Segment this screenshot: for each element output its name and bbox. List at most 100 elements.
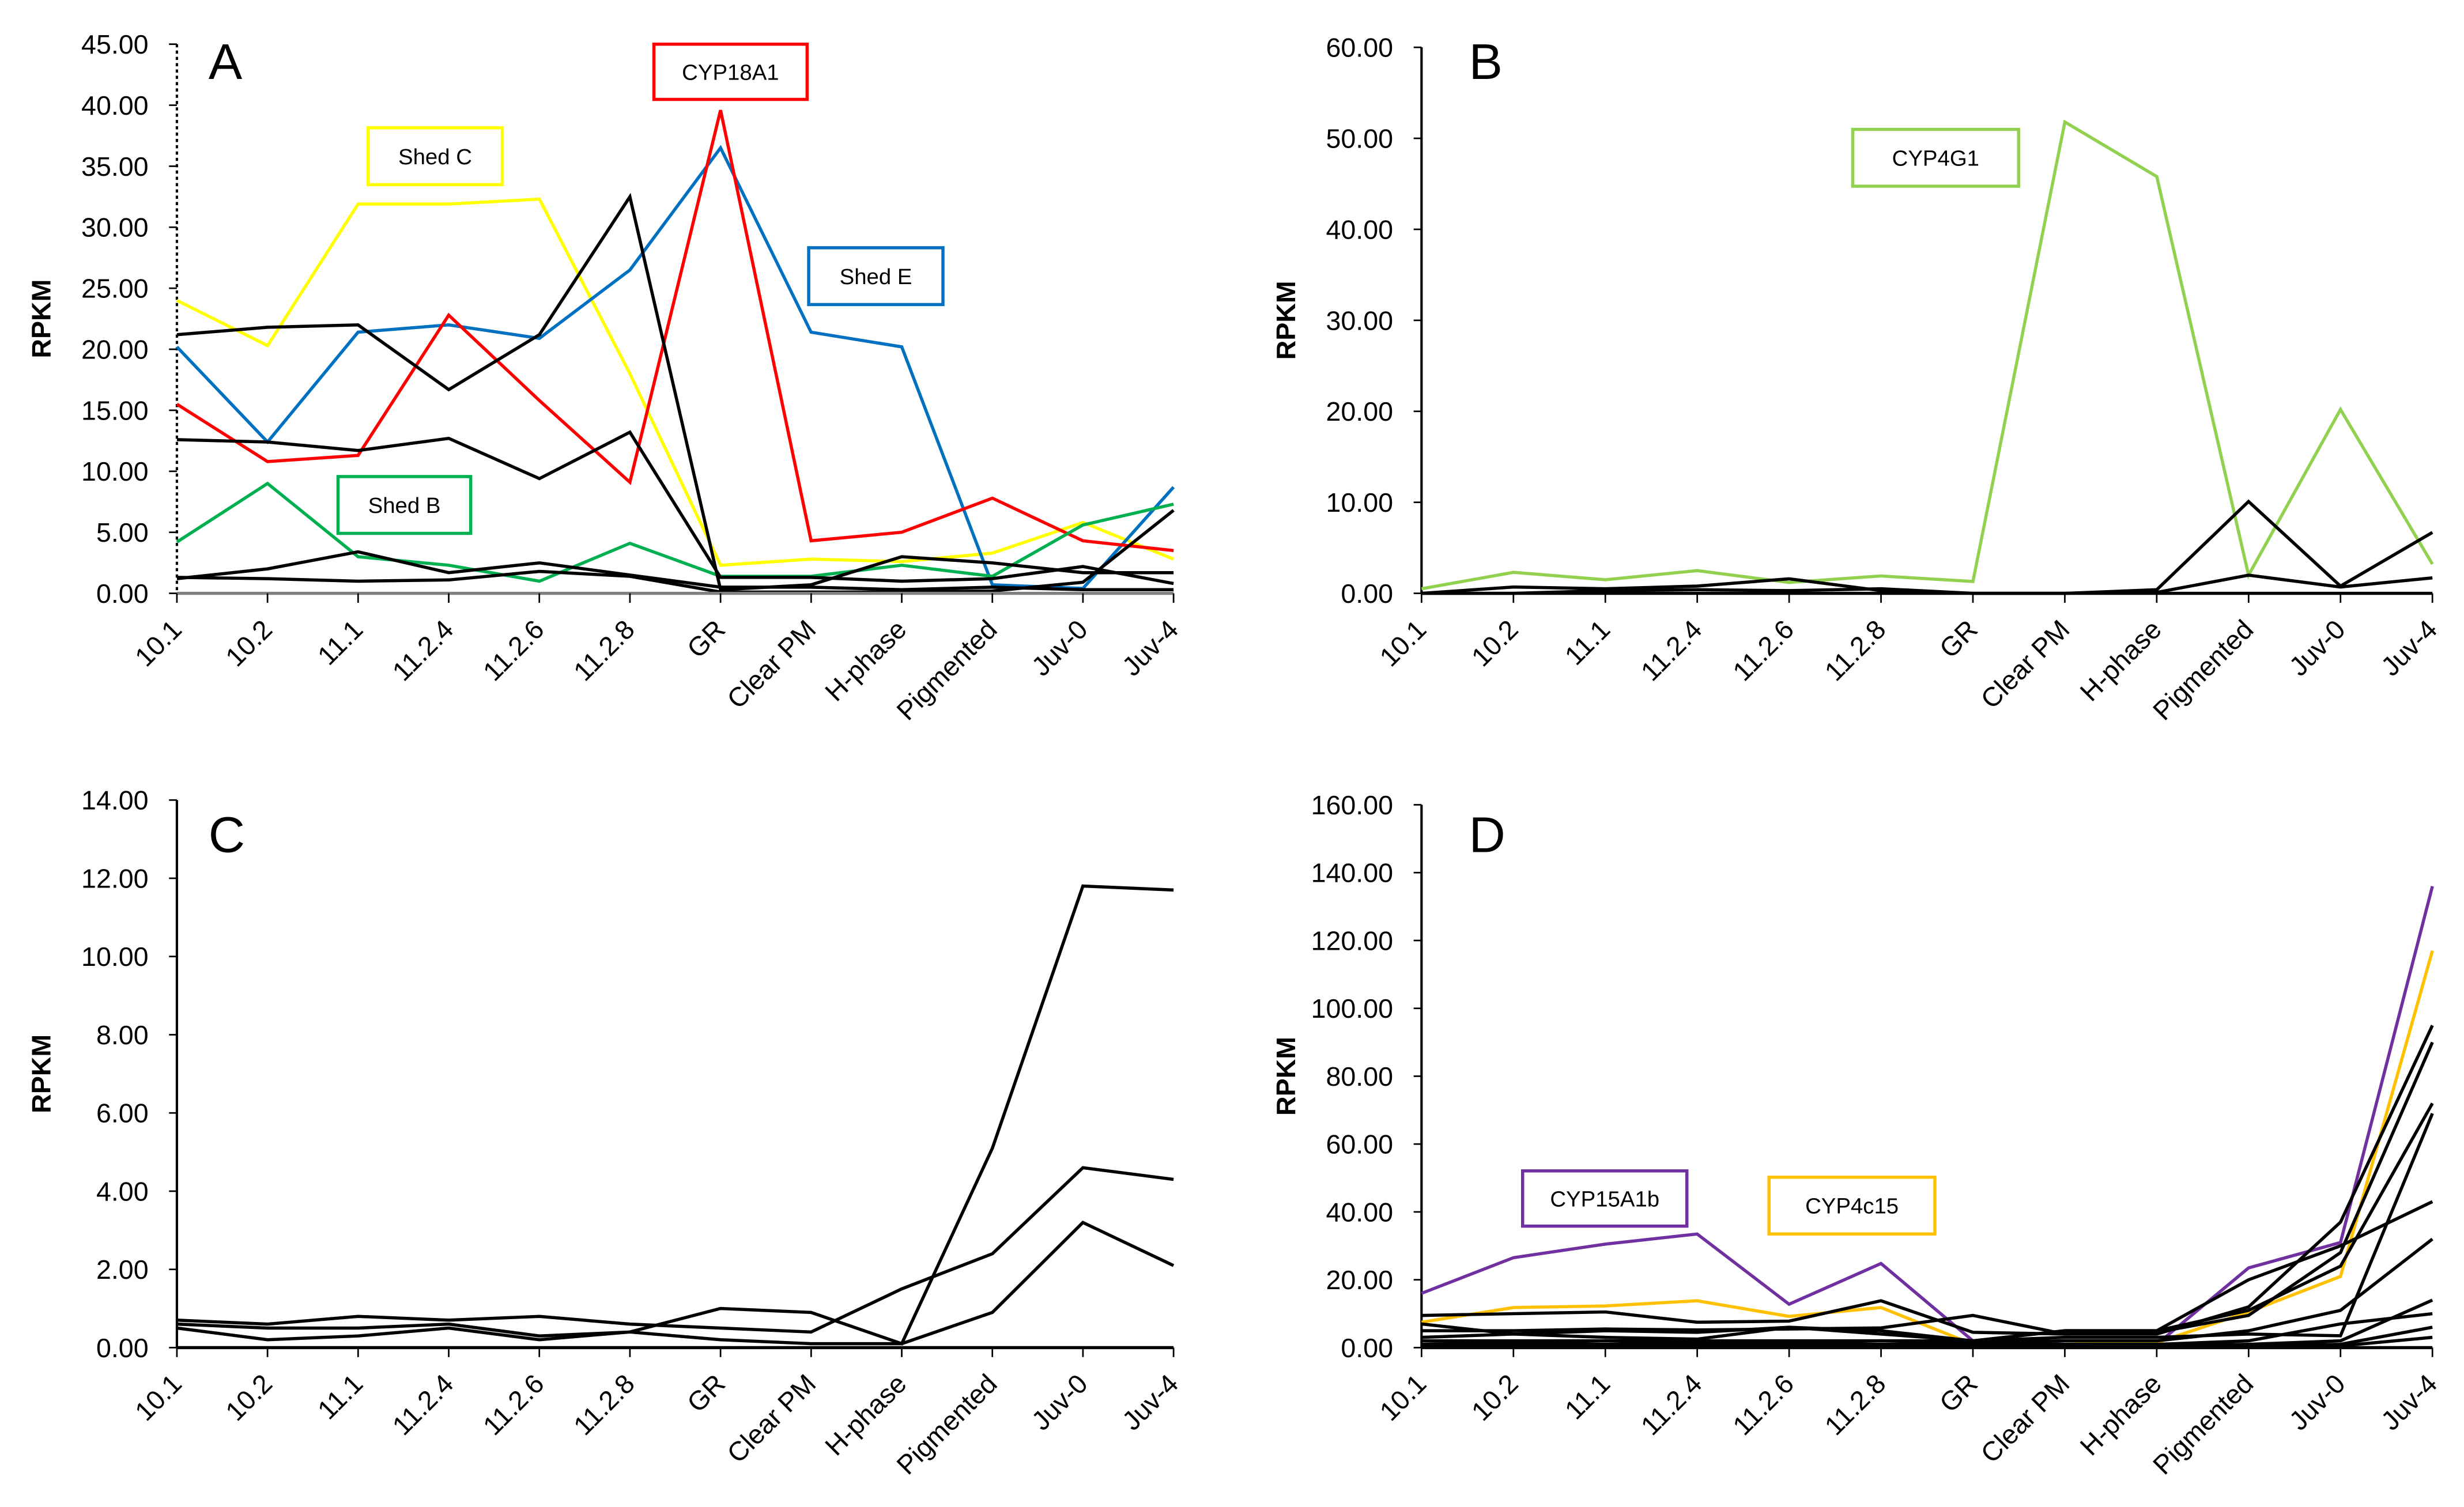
x-tick-label: Juv-0 [2283, 614, 2350, 682]
series-annotation-box [1851, 127, 2020, 188]
x-tick-label: 11.2.8 [568, 1368, 640, 1441]
y-tick-label: 8.00 [96, 1020, 149, 1050]
series-line-shed-b [176, 481, 1174, 583]
y-tick-label: 10.00 [81, 456, 149, 486]
series-annotation-box [652, 42, 809, 101]
y-tick-label: 6.00 [96, 1098, 149, 1128]
series-annotation-box [807, 246, 945, 307]
x-tick-label: Juv-4 [1116, 1368, 1184, 1436]
y-tick-label: 0.00 [96, 579, 149, 609]
series-annotation-label: CYP4G1 [1892, 146, 1979, 171]
series-line [1421, 1025, 2434, 1336]
series-line [1421, 1237, 2433, 1346]
y-tick-label: 80.00 [1326, 1062, 1393, 1091]
x-tick-label: 10.2 [220, 1368, 278, 1426]
y-axis-label: RPKM [27, 280, 56, 358]
x-tick-label: H-phase [2074, 614, 2167, 707]
y-tick-label: 120.00 [1311, 926, 1393, 955]
y-tick-label: 20.00 [81, 335, 149, 365]
y-tick-label: 40.00 [1326, 1197, 1393, 1227]
y-tick-label: 4.00 [96, 1176, 149, 1206]
series-line-cyp15a1b [1421, 886, 2434, 1346]
series-line [176, 550, 1174, 592]
x-tick-label: 11.1 [1559, 1368, 1616, 1425]
series-annotation-box [336, 475, 473, 535]
x-tick-label: H-phase [2074, 1368, 2167, 1461]
x-tick-label: H-phase [819, 614, 912, 707]
series-line-shed-c [176, 197, 1175, 567]
y-tick-label: 35.00 [81, 152, 149, 182]
x-tick-label: GR [1934, 1368, 1983, 1418]
x-tick-label: Juv-0 [2283, 1368, 2350, 1436]
x-tick-label: Juv-4 [2375, 1368, 2443, 1436]
y-tick-label: 60.00 [1326, 1130, 1393, 1159]
series-line [1421, 573, 2433, 595]
y-tick-label: 0.00 [1341, 579, 1393, 609]
x-tick-label: 11.2.6 [477, 1368, 550, 1441]
panel-b-chart: 0.00 10.00 20.00 30.00 40.00 50.00 60.00 RPKM 10… [1271, 33, 2443, 726]
x-tick-label: Pigmented [2147, 614, 2259, 726]
series-line-shed-e [175, 145, 1175, 590]
y-tick-label: 10.00 [81, 942, 149, 972]
x-tick-label: 11.1 [312, 614, 368, 671]
y-axis-label: RPKM [1271, 281, 1301, 360]
x-tick-label: 10.1 [1374, 614, 1432, 673]
series-line [176, 884, 1174, 1346]
series-annotation-label: CYP15A1b [1550, 1187, 1659, 1211]
x-tick-label: 10.1 [129, 614, 187, 673]
y-tick-label: 14.00 [81, 785, 149, 815]
series-line [1421, 1200, 2433, 1343]
panel-d-chart: 0.00 20.00 40.00 60.00 80.00 100.00 120.00 140.… [1271, 790, 2443, 1480]
y-tick-label: 60.00 [1326, 33, 1393, 63]
x-tick-label: 10.2 [1466, 1368, 1524, 1426]
y-tick-label: 10.00 [1326, 488, 1393, 518]
series-line [1421, 1113, 2434, 1343]
y-tick-label: 20.00 [1326, 1265, 1393, 1295]
x-tick-label: 11.2.4 [387, 614, 459, 687]
series-line [176, 430, 1174, 586]
series-annotation-label: Shed E [840, 265, 912, 289]
x-tick-label: Clear PM [1975, 614, 2075, 715]
series-line-cyp4c15 [1421, 950, 2434, 1346]
x-tick-label: 10.2 [220, 614, 278, 673]
x-tick-label: 11.2.4 [387, 1368, 459, 1441]
y-tick-label: 30.00 [81, 213, 149, 243]
y-tick-label: 0.00 [96, 1333, 149, 1363]
x-tick-label: Juv-4 [1116, 614, 1184, 682]
x-tick-label: 11.1 [312, 1368, 368, 1425]
panel-letter: B [1469, 33, 1503, 90]
x-tick-label: 10.1 [1374, 1368, 1432, 1426]
series-annotation-label: CYP4c15 [1805, 1194, 1899, 1219]
x-tick-label: 11.2.4 [1635, 614, 1708, 687]
series-line [176, 509, 1175, 594]
y-tick-label: 0.00 [1341, 1333, 1393, 1363]
x-tick-label: H-phase [819, 1368, 912, 1461]
y-tick-label: 5.00 [96, 518, 149, 547]
series-line-cyp4g1 [1421, 119, 2434, 591]
x-tick-label: Clear PM [1975, 1368, 2075, 1468]
x-tick-label: 11.2.6 [1727, 1368, 1799, 1441]
y-tick-label: 30.00 [1326, 305, 1393, 335]
x-tick-label: 11.2.6 [477, 614, 550, 687]
y-tick-label: 40.00 [1326, 214, 1393, 244]
y-tick-label: 15.00 [81, 395, 149, 425]
series-line [176, 192, 1174, 592]
y-tick-label: 2.00 [96, 1255, 149, 1285]
panel-letter: D [1469, 807, 1505, 863]
series-annotation-box [1520, 1169, 1689, 1228]
x-tick-label: Clear PM [721, 614, 821, 715]
x-tick-label: 11.2.8 [1819, 1368, 1892, 1441]
series-line [1421, 1041, 2434, 1336]
y-tick-label: 12.00 [81, 863, 149, 893]
series-line [176, 1220, 1175, 1346]
y-tick-label: 45.00 [81, 29, 149, 59]
x-tick-label: GR [681, 614, 731, 664]
x-tick-label: 11.2.6 [1727, 614, 1799, 687]
x-tick-label: 11.2.8 [568, 614, 640, 687]
series-line [176, 1166, 1174, 1334]
panel-a-chart: 0.00 5.00 10.00 15.00 20.00 25.00 30.00 35.00 40… [27, 29, 1184, 726]
x-tick-label: Juv-0 [1026, 1368, 1093, 1436]
series-annotation-box [1767, 1175, 1937, 1236]
series-line-cyp18a1 [176, 109, 1174, 553]
panel-c-chart: 0.00 2.00 4.00 6.00 8.00 10.00 12.00 14.00 RPKM 1… [27, 785, 1184, 1480]
